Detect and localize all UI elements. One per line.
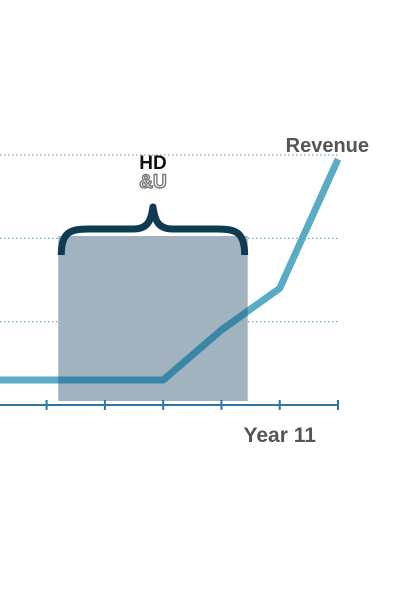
hdu-logo: HD &U bbox=[139, 153, 168, 194]
series-label-revenue: Revenue bbox=[286, 135, 369, 157]
series-lines bbox=[0, 157, 342, 384]
curly-brace-icon bbox=[57, 203, 249, 256]
highlight-region bbox=[58, 236, 248, 401]
x-tick-label: Year 11 bbox=[244, 424, 317, 447]
logo-text-hd: HD bbox=[139, 153, 166, 174]
series-line-revenue-highlighted bbox=[58, 306, 248, 384]
x-axis bbox=[0, 400, 339, 410]
logo-text-and-u: &U bbox=[139, 172, 166, 193]
